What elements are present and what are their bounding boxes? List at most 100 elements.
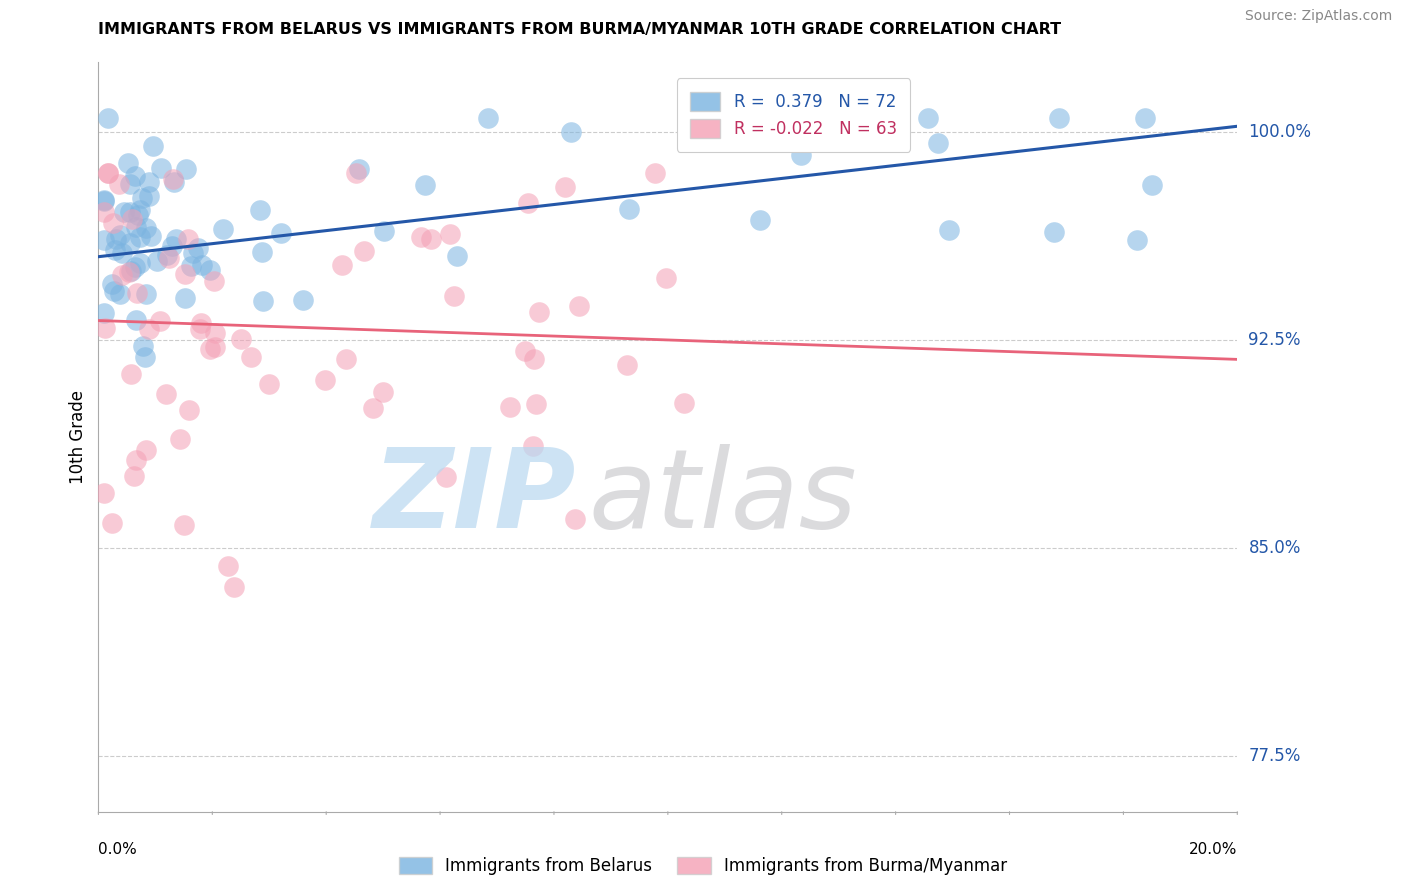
Point (499, 400, 522, 414)
Point (127, 208, 149, 222)
Point (162, 172, 184, 186)
Point (204, 339, 226, 353)
Point (790, 148, 813, 162)
Point (111, 246, 134, 260)
Point (100, 516, 122, 530)
Point (142, 139, 165, 153)
Point (330, 258, 353, 272)
Point (1133, 111, 1156, 125)
Point (257, 376, 280, 391)
Point (104, 243, 127, 257)
Y-axis label: 10th Grade: 10th Grade (69, 390, 87, 484)
Point (361, 401, 384, 415)
Point (181, 245, 204, 260)
Point (439, 227, 461, 242)
Text: 20.0%: 20.0% (1189, 842, 1237, 857)
Point (409, 229, 432, 244)
Point (477, 111, 499, 125)
Point (554, 180, 576, 194)
Point (344, 166, 367, 180)
Point (97, 166, 120, 180)
Point (112, 204, 135, 219)
Point (93, 321, 115, 335)
Point (748, 213, 770, 227)
Point (129, 203, 152, 218)
Point (93, 485, 115, 500)
Point (117, 156, 139, 170)
Point (135, 286, 157, 301)
Point (118, 178, 141, 192)
Point (644, 166, 666, 180)
Point (198, 342, 221, 356)
Point (93, 194, 115, 208)
Point (120, 264, 142, 278)
Point (568, 299, 591, 313)
Point (165, 232, 187, 246)
Point (177, 402, 200, 417)
Point (125, 220, 148, 235)
Point (211, 222, 233, 236)
Point (249, 203, 271, 218)
Point (252, 294, 274, 309)
Point (93, 205, 115, 219)
Point (938, 223, 960, 237)
Point (434, 469, 457, 483)
Point (845, 111, 868, 125)
Text: 92.5%: 92.5% (1249, 331, 1301, 349)
Point (173, 518, 195, 533)
Point (101, 216, 124, 230)
Point (110, 228, 132, 243)
Point (180, 259, 202, 273)
Point (204, 326, 226, 341)
Point (160, 239, 183, 253)
Point (529, 305, 551, 319)
Point (177, 232, 200, 246)
Point (93, 194, 115, 208)
Point (191, 258, 214, 272)
Text: 100.0%: 100.0% (1249, 123, 1312, 141)
Point (373, 225, 395, 239)
Legend: Immigrants from Belarus, Immigrants from Burma/Myanmar: Immigrants from Belarus, Immigrants from… (391, 849, 1015, 884)
Point (157, 251, 180, 265)
Point (335, 352, 357, 367)
Point (131, 191, 153, 205)
Point (145, 254, 167, 268)
Point (513, 343, 536, 358)
Point (122, 469, 145, 483)
Point (522, 440, 544, 454)
Point (419, 232, 441, 246)
Point (188, 321, 211, 335)
Point (222, 580, 245, 594)
Point (121, 211, 143, 226)
Text: Source: ZipAtlas.com: Source: ZipAtlas.com (1244, 9, 1392, 23)
Point (93, 306, 115, 320)
Point (118, 265, 141, 279)
Point (1142, 178, 1164, 192)
Point (125, 313, 148, 327)
Point (655, 271, 678, 285)
Point (371, 384, 394, 399)
Point (252, 244, 274, 259)
Point (1125, 233, 1147, 247)
Point (347, 161, 370, 176)
Point (138, 189, 160, 203)
Point (111, 268, 134, 282)
Text: ZIP: ZIP (373, 443, 576, 550)
Text: 85.0%: 85.0% (1249, 539, 1301, 558)
Point (202, 274, 225, 288)
Point (132, 339, 155, 353)
Point (174, 162, 197, 177)
Point (135, 442, 157, 457)
Point (163, 175, 186, 189)
Point (173, 268, 195, 282)
Legend: R =  0.379   N = 72, R = -0.022   N = 63: R = 0.379 N = 72, R = -0.022 N = 63 (676, 78, 910, 152)
Point (108, 287, 131, 301)
Point (564, 511, 586, 525)
Point (101, 277, 124, 292)
Point (270, 227, 292, 241)
Point (97, 166, 120, 180)
Point (103, 285, 125, 299)
Point (560, 125, 582, 139)
Point (516, 195, 538, 210)
Point (155, 386, 177, 401)
